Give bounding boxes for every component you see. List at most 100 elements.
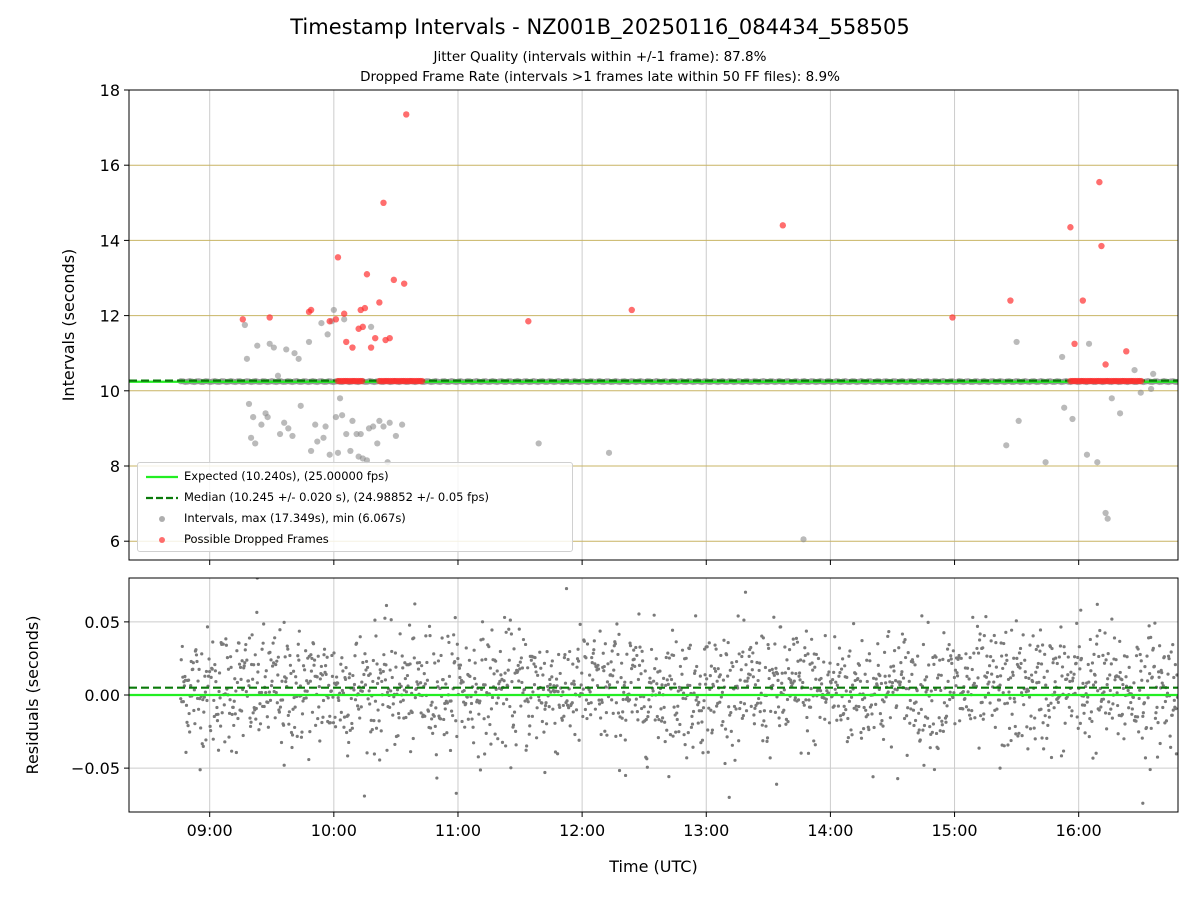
residual-point (655, 714, 659, 719)
residual-point (226, 667, 231, 671)
residual-point (649, 681, 653, 685)
residual-point (597, 698, 601, 702)
residual-point (1003, 702, 1007, 706)
residual-point (372, 752, 377, 756)
interval-point (800, 536, 807, 543)
residual-point (1067, 705, 1071, 709)
residual-point (652, 679, 656, 683)
residual-point (1090, 719, 1094, 724)
residual-point (675, 711, 679, 715)
residual-point (1089, 710, 1093, 714)
residual-point (1062, 645, 1066, 649)
interval-point (1059, 353, 1066, 361)
residual-point (520, 666, 525, 670)
residual-point (527, 732, 531, 736)
residual-point (578, 622, 582, 626)
residual-point (611, 711, 615, 715)
residual-point (651, 689, 655, 693)
residual-point (394, 665, 398, 669)
residual-point (411, 736, 415, 741)
residual-point (792, 642, 796, 646)
residual-point (784, 717, 789, 721)
residual-point (677, 730, 681, 734)
residual-point (395, 688, 400, 692)
residual-point (525, 697, 529, 701)
residual-point (958, 719, 962, 723)
residual-point (346, 754, 350, 758)
residual-point (881, 724, 885, 728)
residual-point (420, 664, 424, 668)
residual-point (1086, 662, 1090, 667)
residual-point (589, 713, 593, 717)
residual-point (991, 659, 995, 663)
residual-point (938, 729, 942, 733)
residual-point (229, 665, 233, 669)
residual-point (1047, 708, 1051, 712)
residual-point (1028, 727, 1033, 731)
residual-point (339, 662, 343, 666)
residual-point (833, 687, 837, 691)
residual-point (965, 674, 969, 678)
residual-point (621, 697, 625, 702)
residual-point (1081, 681, 1085, 685)
residual-point (333, 715, 337, 719)
residual-point (670, 628, 675, 632)
dropped-frame-cluster (1067, 377, 1145, 385)
residual-point (715, 704, 719, 708)
residual-point (470, 717, 474, 721)
residual-point (620, 661, 624, 665)
residual-point (1099, 705, 1103, 709)
residual-point (291, 707, 295, 711)
residual-point (810, 637, 814, 641)
residual-point (549, 664, 553, 668)
residual-point (499, 673, 503, 677)
residual-point (248, 724, 253, 729)
residual-point (302, 668, 307, 672)
residual-point (324, 672, 328, 676)
residual-point (1109, 707, 1113, 711)
residual-point (1024, 675, 1028, 680)
residual-point (931, 722, 936, 726)
residual-point (365, 751, 369, 755)
residual-point (743, 590, 748, 594)
residual-point (276, 655, 280, 659)
residual-point (969, 717, 973, 721)
residual-point (553, 750, 558, 754)
interval-point (274, 372, 282, 379)
residual-point (910, 672, 914, 677)
residuals-xtick-label: 11:00 (435, 821, 481, 840)
residual-point (306, 681, 310, 685)
intervals-ytick-label: 6 (110, 532, 120, 551)
residual-point (990, 672, 994, 676)
residual-point (383, 678, 388, 682)
residual-point (279, 740, 284, 745)
residual-point (862, 705, 866, 710)
residual-point (1095, 642, 1099, 646)
residual-point (588, 673, 592, 677)
residual-point (1138, 688, 1142, 692)
residual-point (1174, 707, 1178, 711)
residual-point (369, 730, 373, 734)
residual-point (297, 629, 301, 633)
residual-point (664, 683, 668, 687)
residual-point (614, 734, 618, 738)
residual-point (922, 723, 927, 728)
residual-point (971, 615, 975, 619)
residual-point (857, 663, 861, 667)
residual-point (389, 689, 393, 693)
residual-point (557, 652, 561, 657)
residual-point (201, 744, 205, 748)
residual-point (799, 658, 803, 662)
residual-point (320, 720, 324, 725)
residual-point (352, 688, 356, 692)
residual-point (1171, 643, 1175, 647)
residual-point (992, 633, 996, 638)
residual-point (698, 674, 702, 678)
residual-point (909, 707, 913, 711)
residual-point (838, 714, 843, 718)
residual-point (258, 702, 262, 706)
residual-point (622, 690, 626, 694)
residual-point (1019, 691, 1024, 695)
residual-point (1034, 647, 1038, 652)
